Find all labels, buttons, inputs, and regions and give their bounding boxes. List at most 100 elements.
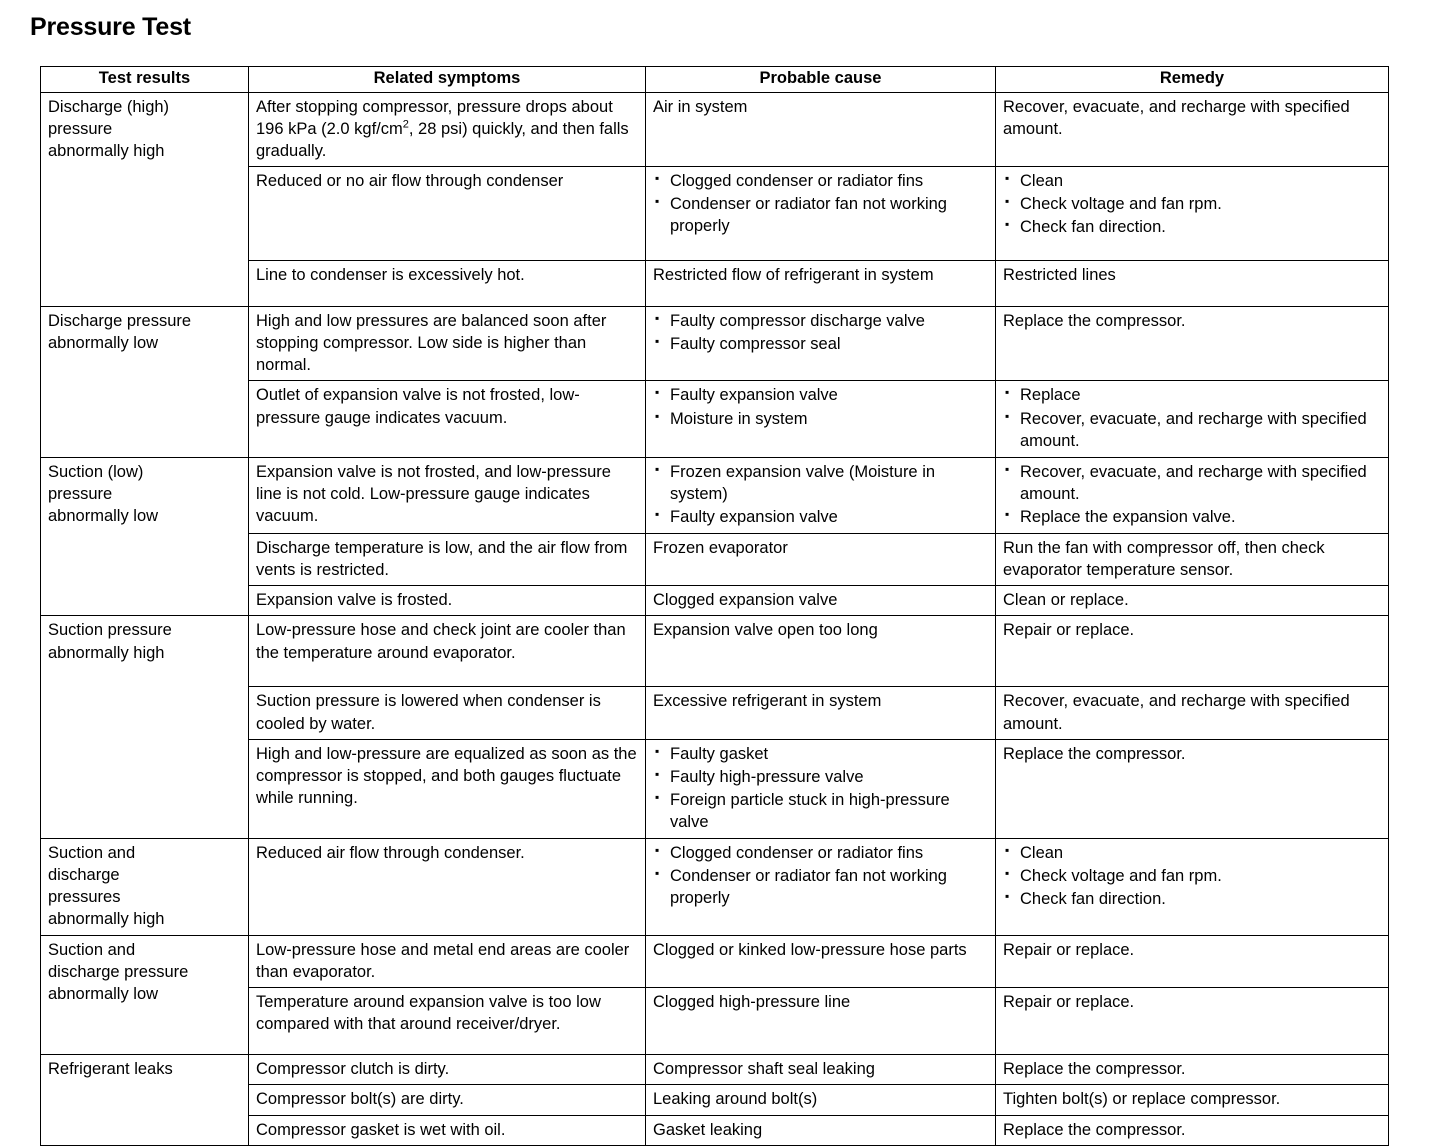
remedy-cell: Replace the compressor. [995,1054,1389,1086]
remedy-text: Replace the compressor. [1003,744,1186,763]
remedy-cell: CleanCheck voltage and fan rpm.Check fan… [995,166,1389,262]
remedy-cell: Replace the compressor. [995,738,1389,840]
related-symptoms-text: Suction pressure is lowered when condens… [256,692,601,733]
remedy-list-item: Replace [1003,383,1381,406]
test-result-category-cell: Suction and discharge pressure abnormall… [40,935,249,1056]
probable-cause-text: Clogged or kinked low-pressure hose part… [653,941,967,960]
probable-cause-cell: Leaking around bolt(s) [645,1084,996,1116]
probable-cause-list: Faulty compressor discharge valveFaulty … [653,309,988,355]
document-page: Pressure Test Test results Related sympt… [0,0,1440,1088]
probable-cause-text: Clogged expansion valve [653,591,838,610]
remedy-cell: Run the fan with compressor off, then ch… [995,533,1389,587]
test-result-category-cell: Suction (low) pressure abnormally low [40,456,249,617]
remedy-text: Recover, evacuate, and recharge with spe… [1003,692,1350,733]
table-row: Suction (low) pressure abnormally low Exp… [40,456,1389,617]
remedy-text: Run the fan with compressor off, then ch… [1003,539,1325,580]
table-row: Suction and discharge pressure abnormall… [40,935,1389,1056]
related-symptoms-text: High and low pressures are balanced soon… [256,312,607,375]
related-symptoms-cell: Low-pressure hose and check joint are co… [248,615,646,688]
test-result-category-cell: Discharge pressure abnormally low [40,306,249,458]
remedy-list: CleanCheck voltage and fan rpm.Check fan… [1003,841,1381,910]
table-row: Expansion valve is frosted. Clogged expan… [41,585,1389,617]
remedy-cell: Restricted lines [995,260,1389,308]
related-symptoms-text: High and low-pressure are equalized as s… [256,744,637,807]
column-header-test-results: Test results [40,66,249,93]
remedy-cell: Recover, evacuate, and recharge with spe… [995,91,1389,168]
remedy-list: CleanCheck voltage and fan rpm.Check fan… [1003,169,1381,238]
probable-cause-list-item: Faulty gasket [653,742,988,765]
related-symptoms-text: Outlet of expansion valve is not frosted… [256,386,580,427]
remedy-list-item: Clean [1003,169,1381,192]
probable-cause-cell: Air in system [645,91,996,168]
table-body: Discharge (high) pressure abnormally hig… [40,91,1389,1146]
probable-cause-cell: Clogged or kinked low-pressure hose part… [645,935,996,989]
related-symptoms-cell: Reduced or no air flow through condenser [248,166,646,262]
remedy-cell: Recover, evacuate, and recharge with spe… [995,686,1389,740]
probable-cause-list-item: Condenser or radiator fan not working pr… [653,192,988,237]
probable-cause-cell: Excessive refrigerant in system [645,686,996,740]
remedy-list-item: Check fan direction. [1003,215,1381,238]
related-symptoms-text: Temperature around expansion valve is to… [256,993,601,1034]
related-symptoms-cell: Outlet of expansion valve is not frosted… [248,380,646,458]
related-symptoms-text: Reduced or no air flow through condenser [256,172,564,191]
test-result-category-cell: Discharge (high) pressure abnormally hig… [40,91,249,308]
test-result-category-cell: Suction pressure abnormally high [40,615,249,840]
related-symptoms-cell: Reduced air flow through condenser. [248,838,646,937]
probable-cause-list: Faulty gasketFaulty high-pressure valveF… [653,742,988,833]
test-result-category-text: Discharge pressure abnormally low [48,312,192,353]
probable-cause-text: Frozen evaporator [653,539,788,558]
probable-cause-text: Expansion valve open too long [653,621,878,640]
remedy-list-item: Clean [1003,841,1381,864]
pressure-test-table-wrapper: Test results Related symptoms Probable c… [40,66,1389,1146]
probable-cause-list: Clogged condenser or radiator finsConden… [653,169,988,237]
probable-cause-text: Air in system [653,97,748,116]
related-symptoms-cell: Temperature around expansion valve is to… [248,987,646,1056]
probable-cause-cell: Clogged high-pressure line [645,987,996,1056]
remedy-text: Replace the compressor. [1003,1120,1186,1139]
remedy-cell: Recover, evacuate, and recharge with spe… [995,456,1389,535]
probable-cause-list: Faulty expansion valveMoisture in system [653,383,988,429]
probable-cause-cell: Frozen expansion valve (Moisture in syst… [645,456,996,535]
related-symptoms-cell: Suction pressure is lowered when condens… [248,686,646,740]
remedy-text: Recover, evacuate, and recharge with spe… [1003,97,1350,138]
remedy-list-item: Check fan direction. [1003,887,1381,910]
related-symptoms-cell: After stopping compressor, pressure drop… [248,91,646,168]
related-symptoms-cell: Expansion valve is not frosted, and low-… [248,456,646,535]
related-symptoms-text: Compressor clutch is dirty. [256,1060,450,1079]
table-row: Suction pressure abnormally high Low-pres… [40,615,1389,840]
table-row: Suction pressure is lowered when condens… [41,686,1389,740]
table-row: Refrigerant leaks Compressor clutch is di… [40,1054,1389,1146]
probable-cause-list-item: Faulty compressor seal [653,332,988,355]
test-result-category-text: Suction pressure abnormally high [48,621,172,662]
probable-cause-cell: Clogged expansion valve [645,585,996,617]
probable-cause-cell: Expansion valve open too long [645,615,996,688]
remedy-cell: Repair or replace. [995,935,1389,989]
probable-cause-cell: Frozen evaporator [645,533,996,587]
remedy-text: Replace the compressor. [1003,1060,1186,1079]
related-symptoms-cell: High and low pressures are balanced soon… [248,306,646,382]
probable-cause-list-item: Faulty expansion valve [653,383,988,406]
related-symptoms-cell: High and low-pressure are equalized as s… [248,738,646,840]
column-header-probable-cause: Probable cause [645,66,996,93]
probable-cause-list-item: Faulty expansion valve [653,505,988,528]
probable-cause-cell: Faulty expansion valveMoisture in system [645,380,996,458]
page-title: Pressure Test [30,13,191,41]
remedy-text: Tighten bolt(s) or replace compressor. [1003,1090,1281,1109]
related-symptoms-cell: Low-pressure hose and metal end areas ar… [248,935,646,989]
table-row: Discharge pressure abnormally low High an… [40,306,1389,458]
probable-cause-text: Leaking around bolt(s) [653,1090,818,1109]
remedy-cell: Repair or replace. [995,615,1389,688]
test-result-category-text: Suction and discharge pressure abnormall… [48,941,189,1004]
probable-cause-text: Restricted flow of refrigerant in system [653,266,934,285]
related-symptoms-text: Expansion valve is frosted. [256,591,453,610]
probable-cause-list-item: Faulty high-pressure valve [653,765,988,788]
remedy-text: Repair or replace. [1003,941,1135,960]
remedy-text: Restricted lines [1003,266,1116,285]
related-symptoms-cell: Discharge temperature is low, and the ai… [248,533,646,587]
remedy-list: Recover, evacuate, and recharge with spe… [1003,460,1381,528]
pressure-test-table: Test results Related symptoms Probable c… [40,66,1389,1146]
probable-cause-text: Gasket leaking [653,1120,763,1139]
remedy-list-item: Replace the expansion valve. [1003,505,1381,528]
probable-cause-cell: Clogged condenser or radiator finsConden… [645,166,996,262]
remedy-cell: Replace the compressor. [995,306,1389,382]
